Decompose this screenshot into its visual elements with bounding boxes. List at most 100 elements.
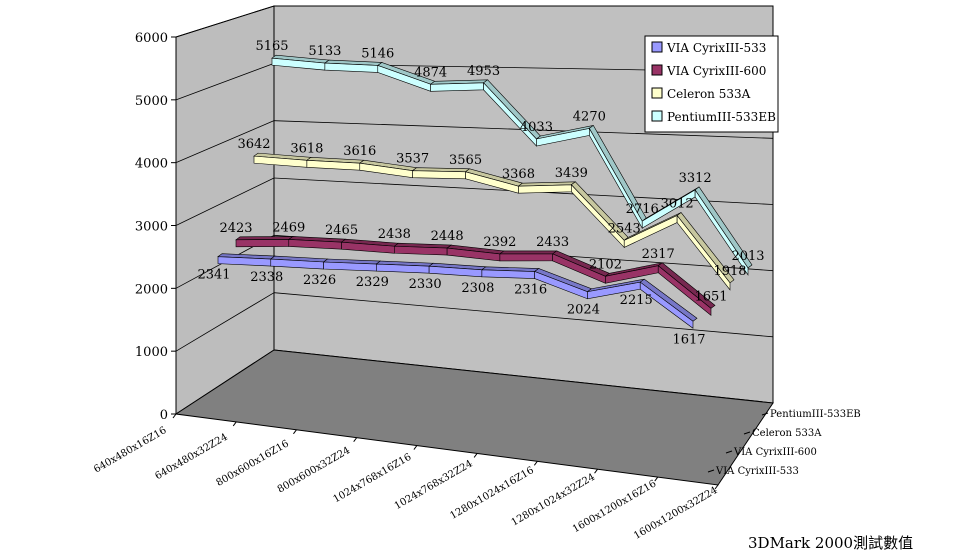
data-label: 2308 [461,281,494,296]
data-label: 4874 [414,65,447,80]
x-tick-label: 800x600x32Z24 [276,445,352,495]
data-label: 3012 [661,197,694,212]
legend-label: VIA CyrixIII-533 [666,41,766,55]
depth-axis-labels: PentiumIII-533EB Celeron 533A VIA CyrixIII… [707,409,861,477]
data-label: 4953 [467,64,500,79]
legend-item: VIA CyrixIII-533 [651,41,766,55]
ribbon-segment [657,265,712,317]
data-label: 5133 [308,44,341,59]
series-pentiumiii-533eb: 5165 5133 5146 4874 4953 4033 4270 2716 3312 2013 [255,39,765,276]
depth-label: VIA CyrixIII-533 [715,466,799,477]
data-label: 2543 [608,221,641,236]
data-label: 2465 [325,223,358,238]
data-label: 2215 [620,293,653,308]
ribbon-top-segment [498,250,558,255]
data-label: 2716 [626,202,659,217]
legend-box [644,35,779,133]
data-label: 2330 [409,277,442,292]
x-tick-mark [654,476,659,482]
legend-label: VIA CyrixIII-600 [666,64,766,78]
data-label: 3565 [449,153,482,168]
y-axis: 0 1000 2000 3000 4000 5000 6000 [135,31,177,423]
data-label: 4033 [520,120,553,135]
x-tick-mark [714,484,719,490]
series-layer: 5165 5133 5146 4874 4953 4033 4270 2716 3312 2013… [197,39,764,347]
depth-label: VIA CyrixIII-600 [733,447,817,458]
chart-caption: 3DMark 2000測試數值 [748,534,914,552]
data-label: 2469 [272,220,305,235]
series-celeron-533a: 3642 3618 3616 3537 3565 3368 3439 2543 3012 1918 [237,137,747,291]
gridline-side [175,177,275,226]
z-tick-mark [761,412,769,416]
gridline-back [273,292,774,338]
data-label: 3618 [290,141,323,156]
data-label: 1617 [672,332,705,347]
data-label: 3312 [679,171,712,186]
data-label: 2338 [250,270,283,285]
data-label: 3439 [555,166,588,181]
x-tick-mark [473,453,478,458]
data-label: 2013 [731,249,764,264]
x-tick-label: 800x600x16Z16 [215,438,291,488]
series-via-cyrixiii-600: 2423 2469 2465 2438 2448 2392 2433 2102 2317 1651 [219,220,728,317]
gridline-side [175,5,275,38]
data-label: 3537 [396,152,429,167]
y-tick-label: 5000 [135,94,168,109]
z-tick-mark [707,469,715,473]
data-label: 2024 [567,303,600,318]
x-tick-mark [533,461,538,466]
legend: VIA CyrixIII-533 VIA CyrixIII-600 Celeron … [644,35,779,133]
ribbon-segment [639,281,694,329]
z-tick-mark [743,431,751,435]
ribbon-segment [694,188,749,276]
ribbon-segment [430,82,484,92]
data-label: 5146 [361,46,394,61]
y-tick-label: 3000 [135,220,168,235]
data-label: 2326 [303,273,336,288]
data-label: 2341 [197,268,230,283]
x-tick-mark [353,437,358,442]
data-label: 2423 [219,221,252,236]
x-tick-mark [293,429,297,435]
data-label: 1651 [694,289,727,304]
ribbon-segment [394,245,448,256]
data-label: 4270 [573,109,606,124]
depth-label: Celeron 533A [752,428,822,439]
ribbon-segment [518,184,572,194]
x-tick-label: 640x480x16Z16 [92,425,168,475]
chart-wall-left [175,5,275,415]
series-via-cyrixiii-533: 2341 2338 2326 2329 2330 2308 2316 2024 2215 1617 [197,253,706,347]
ribbon-segment [676,214,731,291]
ribbon-segment [235,239,290,248]
gridline-side [175,120,275,164]
y-tick-label: 4000 [135,157,168,172]
x-tick-label: 640x480x32Z24 [153,432,229,482]
legend-swatch [651,110,663,122]
legend-label: Celeron 533A [667,87,751,101]
y-tick-label: 2000 [135,282,168,297]
ribbon-segment [412,170,466,180]
gridline-side [175,62,275,101]
data-label: 2438 [378,227,411,242]
ribbon-segment [481,269,535,279]
x-tick-mark [232,421,237,427]
legend-swatch [651,87,663,99]
data-label: 2317 [642,247,675,262]
legend-item: PentiumIII-533EB [651,110,776,124]
data-label: 2392 [483,235,516,250]
legend-item: Celeron 533A [651,87,751,101]
z-tick-mark [725,450,733,454]
depth-label: PentiumIII-533EB [770,409,861,420]
y-tick-label: 6000 [135,31,168,46]
legend-label: PentiumIII-533EB [667,110,776,124]
x-tick-mark [594,468,598,474]
data-label: 5165 [255,39,288,54]
legend-swatch [651,41,663,53]
y-tick-label: 0 [160,408,168,423]
y-tick-label: 1000 [135,345,168,360]
data-label: 2329 [356,275,389,290]
x-tick-mark [172,413,177,419]
data-label: 1918 [713,264,746,279]
x-tick-mark [413,445,418,450]
